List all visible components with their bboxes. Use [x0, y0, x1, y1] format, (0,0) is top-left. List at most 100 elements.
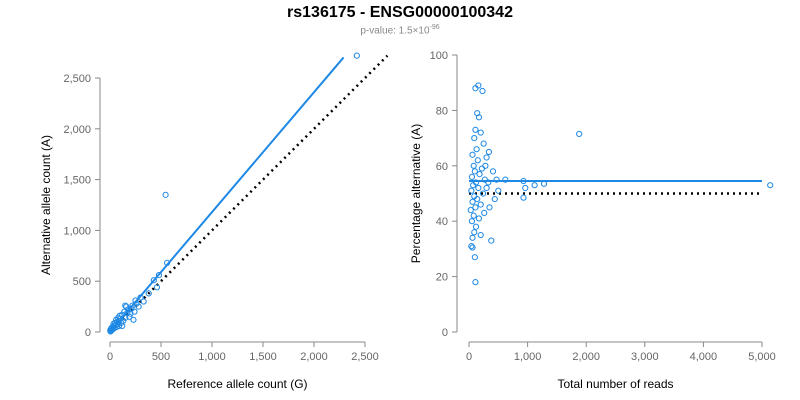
data-point: [470, 182, 477, 189]
x-tick-label: 500: [152, 351, 170, 363]
data-point: [471, 254, 478, 261]
data-point: [531, 182, 538, 189]
percentage-alternative-scatter-panel: 0 1,000 2,000 3,000 4,000 5,000 0 20 40 60 80 100 To…: [409, 50, 776, 391]
data-point: [485, 179, 492, 186]
data-point: [493, 176, 500, 183]
data-point: [131, 308, 138, 315]
data-point: [124, 309, 131, 316]
data-point: [477, 231, 484, 239]
y-tick-label: 60: [436, 161, 448, 173]
data-point: [472, 223, 480, 230]
data-point: [471, 229, 478, 236]
data-point: [576, 130, 583, 138]
y-tick-label: 40: [436, 216, 448, 228]
data-point: [468, 218, 476, 225]
data-point: [140, 298, 147, 305]
data-point: [472, 126, 479, 133]
chart-subtitle: p-value: 1.5×10-96: [0, 24, 800, 36]
x-tick-label: 1,500: [249, 351, 277, 363]
data-point: [491, 195, 498, 203]
x-tick-label: 1,000: [198, 351, 226, 363]
x-axis-label: Reference allele count (G): [167, 377, 307, 391]
data-point: [482, 162, 489, 169]
x-tick-label: 5,000: [748, 351, 776, 363]
x-tick-label: 1,000: [514, 351, 542, 363]
data-point: [502, 176, 509, 183]
data-point: [470, 212, 477, 219]
data-point: [473, 146, 480, 153]
data-point: [468, 243, 475, 250]
data-point: [475, 114, 483, 121]
data-point: [489, 168, 497, 175]
data-point: [155, 272, 163, 279]
data-point: [145, 290, 152, 297]
y-tick-label: 1,000: [63, 225, 91, 237]
data-point: [767, 182, 774, 189]
data-point: [119, 322, 126, 330]
x-tick-label: 2,000: [300, 351, 328, 363]
data-point: [488, 237, 495, 244]
y-tick-label: 20: [436, 272, 448, 284]
data-point: [353, 52, 360, 59]
data-point: [469, 198, 476, 205]
y-tick-label: 0: [442, 327, 448, 339]
data-point: [474, 157, 481, 164]
data-point: [469, 151, 476, 158]
p-value-text: p-value: 1.5×10: [360, 25, 430, 37]
data-point: [470, 162, 477, 169]
y-axis-label: Percentage alternative (A): [409, 124, 423, 263]
allele-count-scatter-panel: 0 500 1,000 1,500 2,000 2,500 0 500 1,000 1,500 2,…: [39, 52, 389, 391]
data-point: [486, 204, 493, 211]
data-point: [130, 316, 137, 323]
data-point: [469, 244, 476, 251]
p-value-exponent: -96: [429, 24, 440, 31]
data-point: [469, 234, 476, 241]
y-tick-label: 2,000: [63, 124, 91, 136]
data-point: [540, 180, 548, 187]
x-tick-label: 4,000: [690, 351, 718, 363]
data-point: [137, 294, 144, 301]
data-point: [132, 297, 139, 304]
data-point: [483, 154, 490, 161]
data-point: [153, 284, 161, 291]
data-point: [477, 201, 484, 208]
chart-title: rs136175 - ENSG00000100342: [287, 4, 513, 21]
x-tick-label: 0: [107, 351, 113, 363]
data-point: [483, 184, 490, 192]
data-point: [122, 302, 129, 309]
data-point: [480, 140, 487, 147]
data-point: [481, 209, 488, 216]
data-point: [135, 303, 142, 310]
fit-line: [109, 56, 345, 333]
data-point: [520, 194, 527, 201]
data-point: [479, 190, 487, 197]
data-point: [468, 187, 475, 194]
x-tick-label: 2,500: [351, 351, 379, 363]
data-point: [472, 85, 479, 92]
data-point: [164, 259, 171, 267]
data-point: [475, 184, 482, 192]
data-point: [472, 204, 479, 211]
data-point: [474, 195, 481, 203]
data-point: [467, 207, 474, 214]
data-point: [478, 165, 485, 172]
y-tick-label: 80: [436, 105, 448, 117]
reference-line: [109, 54, 389, 333]
y-tick-label: 100: [430, 50, 448, 62]
data-point: [468, 173, 476, 180]
data-point: [495, 187, 502, 194]
x-tick-label: 3,000: [631, 351, 659, 363]
data-point: [476, 171, 483, 178]
data-point: [475, 215, 483, 222]
x-tick-label: 0: [466, 351, 472, 363]
y-tick-label: 500: [73, 276, 91, 288]
x-tick-label: 2,000: [572, 351, 600, 363]
data-point: [150, 277, 157, 284]
y-tick-label: 0: [85, 327, 91, 339]
data-point: [162, 191, 169, 198]
data-point: [522, 184, 529, 192]
y-axis-label: Alternative allele count (A): [39, 135, 53, 275]
x-axis-label: Total number of reads: [557, 377, 673, 391]
data-point: [471, 135, 478, 142]
